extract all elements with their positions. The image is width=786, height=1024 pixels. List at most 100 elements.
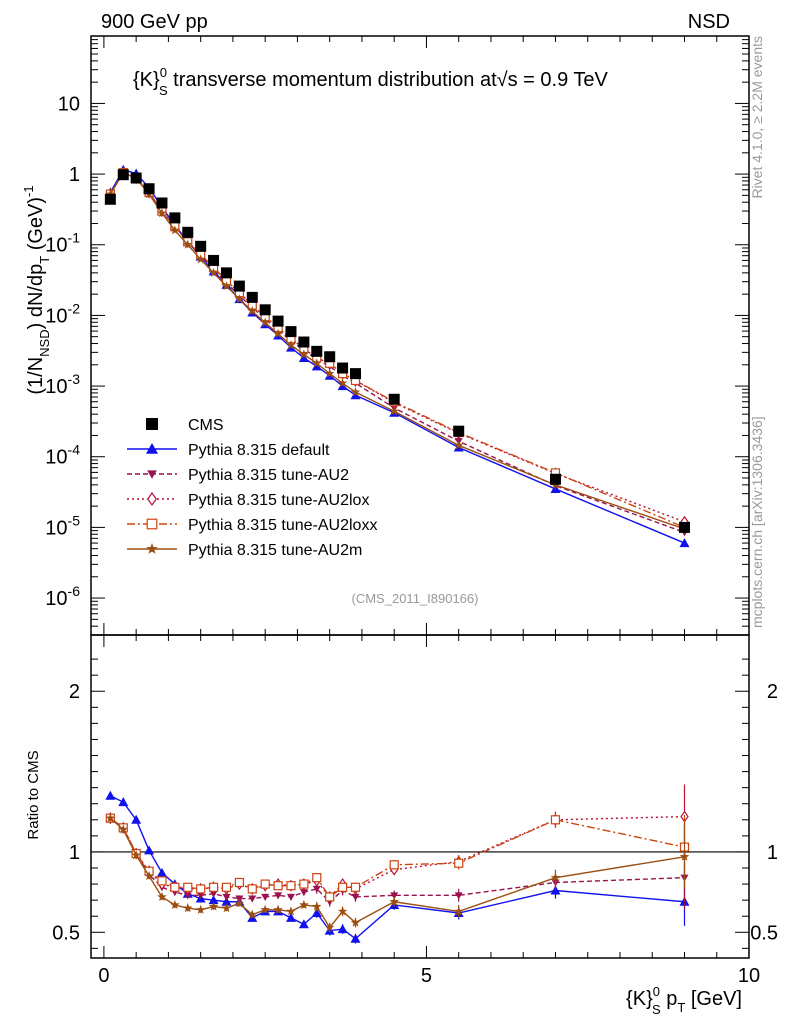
- data-point-default: [337, 381, 348, 391]
- ratio-point-au2loxx: [221, 882, 232, 892]
- data-point-cms: [388, 393, 400, 405]
- ratio-point-default: [221, 896, 232, 906]
- ratio-point-au2m: [260, 904, 270, 914]
- ratio-point-au2m: [273, 904, 283, 914]
- legend-label-au2: Pythia 8.315 tune-AU2: [188, 467, 349, 484]
- data-point-cms: [272, 315, 284, 327]
- data-point-cms: [549, 473, 561, 485]
- ratio-point-default: [337, 924, 348, 934]
- y-tick-label: 10-3: [45, 371, 80, 398]
- ratio-point-au2m: [312, 901, 322, 911]
- data-point-cms: [143, 183, 155, 195]
- ratio-point-au2m: [247, 909, 258, 919]
- ratio-point-au2loxx: [208, 882, 219, 892]
- header-right-label: NSD: [688, 11, 730, 33]
- ratio-line-default: [110, 795, 685, 940]
- ratio-point-default: [118, 797, 129, 807]
- ratio-y-axis-label: Ratio to CMS: [25, 750, 42, 839]
- ratio-y-tick-label-right: 0.5: [750, 922, 778, 944]
- y-tick-label: 10-1: [45, 230, 80, 257]
- x-axis-label: {K}0 S pT [GeV]: [626, 984, 742, 1017]
- ratio-point-au2loxx: [550, 815, 561, 825]
- legend-marker-au2m: [146, 543, 158, 554]
- ratio-point-au2m: [324, 922, 335, 932]
- legend-marker-au2: [147, 470, 157, 479]
- data-point-au2m: [312, 358, 322, 368]
- ratio-point-au2m: [183, 903, 193, 913]
- main-title: {K}0 S transverse momentum distribution a…: [133, 65, 609, 98]
- series-line-au2m: [109, 171, 685, 530]
- data-point-cms: [104, 193, 116, 205]
- data-point-cms: [678, 521, 690, 533]
- ratio-y-tick-label-left: 1: [69, 842, 80, 864]
- ratio-point-au2loxx: [299, 879, 309, 889]
- data-point-au2m: [221, 281, 232, 291]
- series-line-au2loxx: [109, 171, 685, 529]
- data-point-au2m: [350, 387, 361, 397]
- data-point-cms: [453, 425, 465, 437]
- ratio-point-default: [156, 867, 167, 877]
- x-tick-label: 0: [98, 965, 109, 987]
- data-point-cms: [220, 267, 232, 279]
- data-point-default: [311, 361, 322, 371]
- ratio-point-au2m: [234, 898, 245, 908]
- ratio-point-default: [311, 908, 322, 918]
- data-point-au2m: [299, 349, 309, 359]
- ratio-point-au2m: [105, 813, 116, 823]
- ratio-point-au2: [222, 893, 231, 901]
- header-left-label: 900 GeV pp: [101, 11, 208, 33]
- ratio-point-au2m: [299, 899, 309, 910]
- ratio-point-au2: [351, 893, 360, 901]
- ratio-point-default: [105, 790, 116, 800]
- data-point-default: [679, 538, 690, 548]
- ratio-point-au2: [390, 892, 399, 900]
- data-point-default: [350, 390, 361, 400]
- legend-label-cms: CMS: [188, 417, 224, 434]
- ratio-point-au2m: [208, 901, 219, 911]
- ratio-point-default: [131, 814, 142, 824]
- ratio-point-au2m: [118, 824, 129, 834]
- y-tick-label: 10-6: [45, 583, 80, 610]
- data-point-au2m: [389, 406, 399, 416]
- ratio-point-au2loxx: [286, 881, 296, 891]
- analysis-tag: (CMS_2011_I890166): [352, 591, 479, 606]
- ratio-point-default: [285, 912, 296, 922]
- ratio-point-au2: [274, 892, 283, 900]
- ratio-point-au2loxx: [325, 892, 335, 902]
- legend-marker-au2lox: [147, 491, 157, 507]
- data-point-default: [298, 352, 309, 362]
- data-point-au2m: [260, 317, 270, 327]
- series-line-default: [109, 168, 685, 544]
- ratio-point-au2loxx: [196, 884, 206, 894]
- ratio-point-au2m: [131, 850, 141, 860]
- ratio-point-au2: [454, 892, 463, 900]
- data-point-au2m: [453, 440, 464, 450]
- y-tick-label: 10-4: [45, 442, 80, 469]
- ratio-point-au2m: [221, 903, 232, 913]
- ratio-point-au2loxx: [337, 882, 348, 892]
- data-point-au2m: [286, 340, 296, 350]
- legend-label-au2lox: Pythia 8.315 tune-AU2lox: [188, 492, 369, 509]
- data-point-au2m: [273, 328, 283, 338]
- ratio-point-au2m: [286, 906, 296, 916]
- x-tick-label: 10: [738, 965, 760, 987]
- ratio-point-au2loxx: [247, 884, 257, 894]
- ratio-y-tick-label-left: 2: [69, 681, 80, 703]
- ratio-point-au2: [286, 893, 295, 901]
- data-point-cms: [130, 172, 142, 184]
- ratio-point-au2: [183, 892, 192, 900]
- main-y-axis-label: (1/NNSD) dN/dpT (GeV)-1: [21, 185, 52, 394]
- ratio-point-au2: [261, 893, 270, 901]
- ratio-point-au2m: [170, 899, 180, 910]
- data-point-cms: [337, 362, 349, 374]
- ratio-line-au2m: [109, 817, 685, 929]
- y-tick-label: 10: [58, 93, 80, 115]
- ratio-y-tick-label-right: 2: [767, 681, 778, 703]
- ratio-plot-frame: [90, 634, 750, 959]
- data-point-cms: [324, 351, 336, 363]
- ratio-point-au2loxx: [157, 876, 167, 886]
- ratio-point-au2: [248, 895, 257, 903]
- data-point-cms: [311, 345, 323, 357]
- ratio-point-default: [208, 895, 219, 905]
- legend-marker-au2loxx: [146, 518, 158, 530]
